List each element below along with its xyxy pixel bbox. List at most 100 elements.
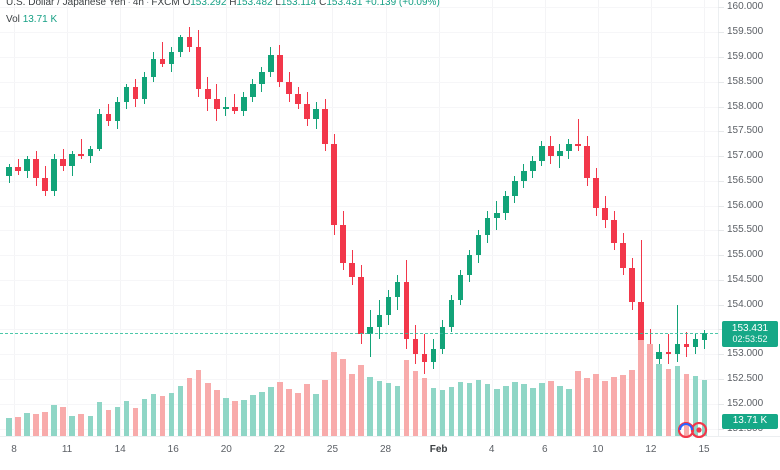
candle-body — [222, 106, 229, 109]
volume-bar — [439, 390, 446, 436]
bar-countdown: 02:53:52 — [732, 333, 768, 344]
candle-body — [493, 213, 500, 218]
volume-bar — [340, 359, 346, 436]
candle-body — [665, 351, 672, 355]
gridline-horizontal — [0, 354, 718, 356]
volume-bar — [222, 397, 229, 436]
price-tick-label: 159.500 — [718, 26, 780, 38]
candle-body — [195, 47, 202, 90]
price-tick-label: 158.000 — [718, 101, 780, 113]
candle-body — [656, 351, 663, 360]
candle-body — [530, 161, 536, 171]
volume-bar — [42, 412, 48, 436]
volume-bar — [394, 385, 401, 436]
current-price-line — [0, 332, 718, 334]
volume-bar — [250, 395, 256, 436]
volume-bar — [466, 383, 473, 436]
candle-body — [213, 99, 220, 109]
candle-body — [484, 218, 491, 236]
gridline-horizontal — [0, 131, 718, 133]
volume-bar — [674, 366, 681, 436]
volume-bar — [475, 379, 482, 436]
time-tick-label: 10 — [592, 444, 604, 455]
candle-body — [566, 143, 572, 152]
volume-bar — [421, 378, 428, 436]
candle-body — [304, 104, 310, 119]
volume-bar — [195, 370, 202, 436]
volume-bar — [87, 416, 94, 436]
chart-plot-area[interactable] — [0, 0, 718, 436]
candle-wick — [667, 334, 669, 365]
price-tick-label: 157.000 — [718, 150, 780, 162]
price-tick-mark — [718, 279, 724, 281]
volume-bar — [484, 384, 491, 436]
gridline-horizontal — [0, 7, 718, 9]
candle-body — [340, 225, 346, 263]
candle-body — [114, 101, 121, 122]
gridline-vertical — [173, 0, 175, 436]
gridline-vertical — [650, 0, 652, 436]
candle-body — [277, 54, 283, 82]
candle-body — [232, 106, 238, 112]
candle-body — [457, 274, 464, 300]
candle-body — [367, 327, 374, 335]
candle-body — [51, 158, 57, 191]
volume-bar — [123, 401, 130, 436]
price-tick-mark — [718, 205, 724, 207]
volume-bar — [511, 382, 518, 436]
candle-wick — [162, 42, 164, 67]
candle-body — [412, 339, 419, 355]
time-tick-label: 14 — [114, 444, 126, 455]
gridline-horizontal — [0, 81, 718, 83]
volume-bar — [96, 402, 103, 436]
volume-bar — [367, 377, 374, 436]
volume-bar — [448, 386, 455, 436]
volume-bar — [177, 385, 184, 436]
candle-body — [620, 242, 626, 268]
volume-bar — [204, 383, 211, 436]
volume-bar — [286, 389, 292, 436]
volume-bar — [584, 378, 590, 436]
volume-bar — [611, 377, 617, 436]
candle-body — [629, 267, 635, 303]
volume-bar — [620, 374, 626, 436]
volume-bar — [493, 389, 500, 436]
candle-body — [286, 81, 292, 95]
gridline-vertical — [491, 0, 493, 436]
volume-bar — [656, 364, 663, 436]
price-tick-mark — [718, 304, 724, 306]
candle-body — [475, 235, 482, 256]
gridline-vertical — [67, 0, 69, 436]
volume-bar — [692, 376, 699, 436]
price-tick-mark — [718, 379, 724, 381]
gridline-horizontal — [0, 180, 718, 182]
price-tick-label: 155.500 — [718, 224, 780, 236]
candle-body — [168, 52, 175, 65]
candle-body — [331, 143, 337, 226]
price-tick-label: 154.500 — [718, 274, 780, 286]
price-tick-mark — [718, 354, 724, 356]
volume-bar — [277, 382, 283, 436]
price-tick-label: 156.000 — [718, 200, 780, 212]
gridline-horizontal — [0, 230, 718, 232]
candle-body — [141, 76, 148, 100]
volume-bar — [665, 368, 672, 436]
candle-body — [602, 208, 608, 221]
candle-wick — [640, 240, 642, 360]
volume-bar — [593, 373, 599, 436]
volume-bar — [331, 352, 337, 436]
volume-bar — [647, 343, 654, 436]
volume-bar — [60, 407, 66, 436]
candle-body — [69, 153, 76, 166]
volume-bar — [521, 384, 527, 436]
price-axis[interactable]: 160.000 159.500 159.000 158.500 158.000 157.5… — [718, 0, 780, 436]
time-axis[interactable]: 8 11 14 16 20 22 25 28 Feb 4 6 10 12 15 — [0, 436, 780, 470]
candle-body — [502, 195, 509, 214]
price-tick-label: 157.500 — [718, 125, 780, 137]
candle-wick — [17, 158, 19, 175]
volume-bar — [457, 382, 464, 436]
volume-bar — [403, 360, 410, 436]
time-tick-label: 4 — [488, 444, 495, 455]
candle-body — [358, 277, 365, 335]
volume-bar — [168, 392, 175, 436]
